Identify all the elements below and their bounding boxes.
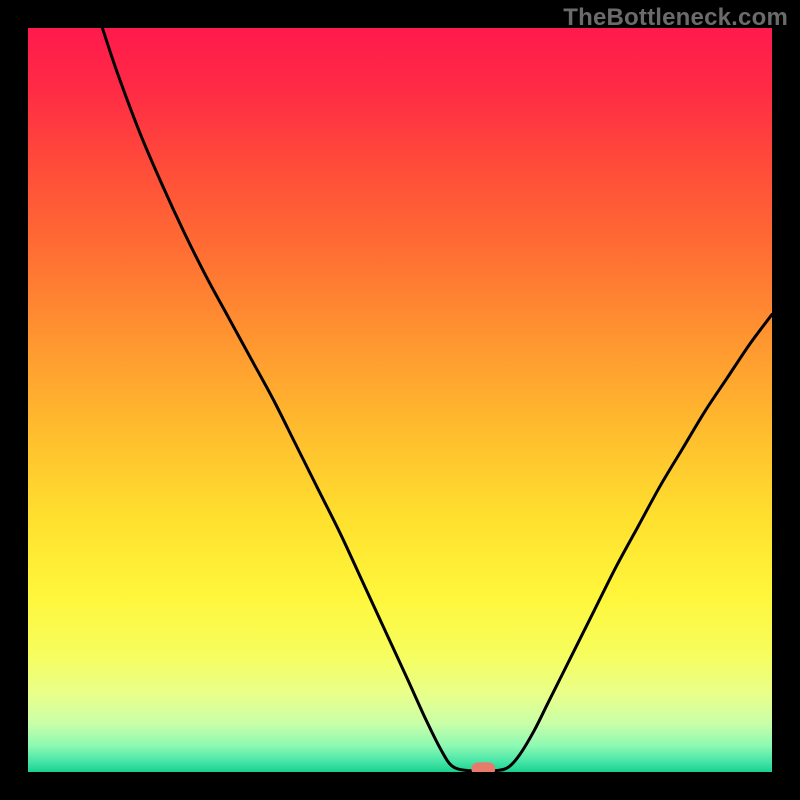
plot-svg bbox=[28, 28, 772, 772]
optimal-marker bbox=[471, 762, 495, 772]
bottleneck-plot bbox=[28, 28, 772, 772]
watermark-label: TheBottleneck.com bbox=[563, 4, 788, 32]
